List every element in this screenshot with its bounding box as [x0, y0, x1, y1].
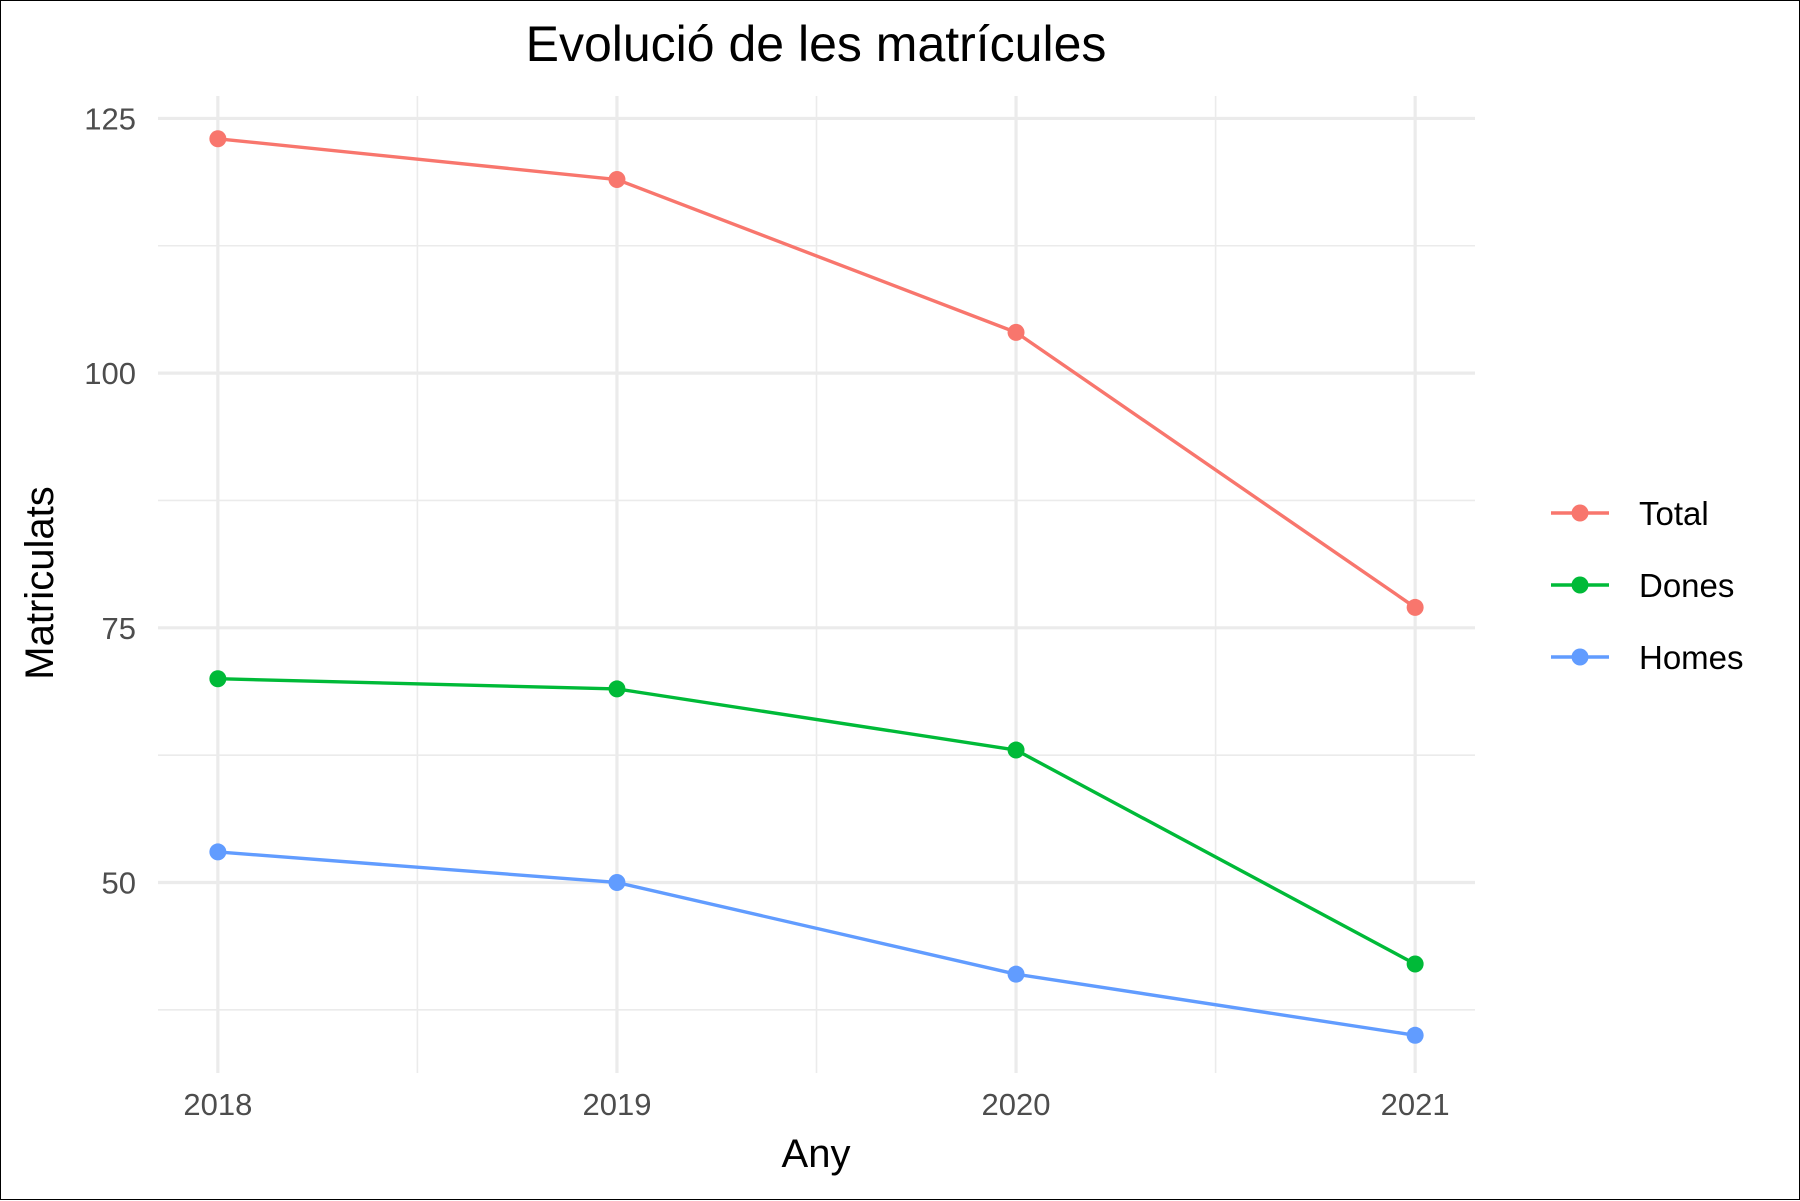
- data-point-homes: [1007, 965, 1025, 983]
- legend-key-point: [1571, 576, 1589, 594]
- y-tick-label: 75: [102, 611, 136, 646]
- data-point-total: [1406, 598, 1424, 616]
- x-tick-label: 2019: [582, 1087, 651, 1122]
- data-point-dones: [608, 680, 626, 698]
- data-point-total: [1007, 323, 1025, 341]
- x-axis-title: Any: [782, 1132, 851, 1176]
- legend-label: Total: [1639, 495, 1709, 532]
- data-point-total: [209, 130, 227, 148]
- y-tick-label: 100: [84, 356, 136, 391]
- data-point-dones: [1007, 741, 1025, 759]
- series-line-total: [217, 137, 1417, 609]
- y-axis-title: Matriculats: [18, 486, 62, 679]
- x-axis-ticks: 2018 2019 2020 2021: [183, 1087, 1449, 1122]
- legend-label: Homes: [1639, 639, 1744, 676]
- series-lines: [209, 130, 1424, 1044]
- y-axis-ticks: 50 75 100 125: [84, 101, 136, 900]
- legend-item-homes: Homes: [1551, 639, 1744, 676]
- data-point-dones: [1406, 955, 1424, 973]
- chart-title: Evolució de les matrícules: [526, 16, 1107, 72]
- series-line-homes: [217, 850, 1416, 1037]
- data-point-homes: [209, 843, 227, 861]
- legend-item-dones: Dones: [1551, 567, 1734, 604]
- x-tick-label: 2018: [183, 1087, 252, 1122]
- data-point-total: [608, 171, 626, 189]
- data-point-homes: [1406, 1026, 1424, 1044]
- data-point-dones: [209, 670, 227, 688]
- x-tick-label: 2021: [1381, 1087, 1450, 1122]
- legend: Total Dones Homes: [1551, 495, 1744, 676]
- legend-label: Dones: [1639, 567, 1734, 604]
- y-tick-label: 50: [102, 865, 136, 900]
- x-tick-label: 2020: [982, 1087, 1051, 1122]
- y-tick-label: 125: [84, 101, 136, 136]
- legend-key-point: [1571, 504, 1589, 522]
- legend-key-point: [1571, 648, 1589, 666]
- legend-item-total: Total: [1551, 495, 1709, 532]
- grid-lines: [158, 96, 1475, 1073]
- series-line-dones: [217, 677, 1416, 966]
- data-point-homes: [608, 873, 626, 891]
